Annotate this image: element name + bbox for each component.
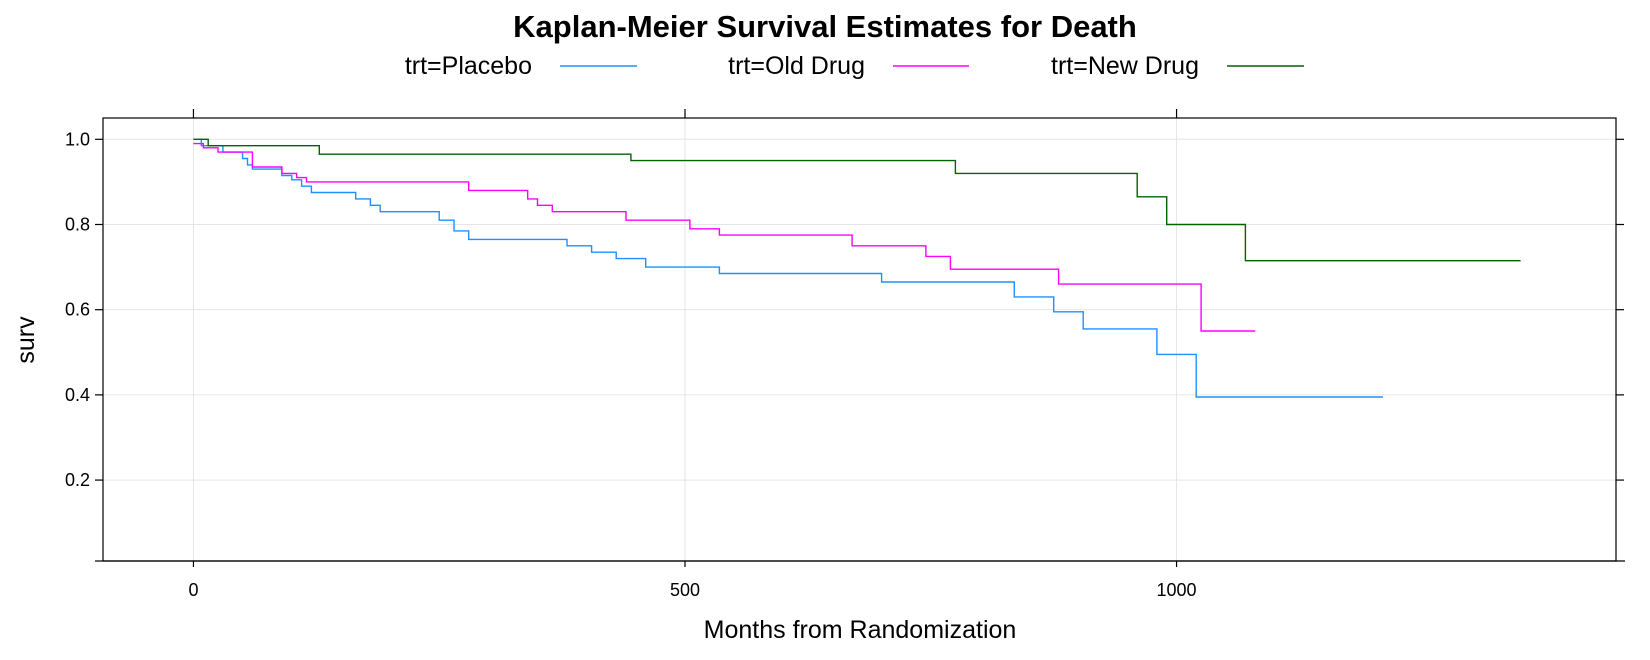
y-axis-title: surv [12, 316, 40, 364]
y-tick-label-0: 0.2 [65, 470, 90, 490]
x-tick-label-1: 500 [670, 580, 700, 600]
x-axis-ticks: 0 500 1000 [103, 109, 1625, 600]
x-tick-label-0: 0 [188, 580, 198, 600]
y-tick-label-3: 0.8 [65, 214, 90, 234]
legend-label-old-drug: trt=Old Drug [728, 52, 865, 80]
x-axis-title: Months from Randomization [704, 616, 1017, 644]
x-tick-label-2: 1000 [1157, 580, 1197, 600]
legend-label-placebo: trt=Placebo [405, 52, 532, 80]
grid [103, 118, 1616, 561]
y-tick-label-4: 1.0 [65, 129, 90, 149]
series-line-new-drug [193, 138, 1521, 262]
series-line-placebo [193, 138, 1383, 398]
y-tick-label-2: 0.6 [65, 300, 90, 320]
series-group [193, 138, 1521, 398]
y-axis-ticks: 0.2 0.4 0.6 0.8 1.0 [65, 129, 1624, 562]
plot-frame [102, 117, 1617, 562]
legend: trt=Placebo trt=Old Drug trt=New Drug [405, 52, 1304, 80]
y-tick-label-1: 0.4 [65, 385, 90, 405]
legend-label-new-drug: trt=New Drug [1051, 52, 1199, 80]
series-line-old-drug [193, 142, 1256, 332]
chart-title: Kaplan-Meier Survival Estimates for Deat… [513, 9, 1137, 44]
